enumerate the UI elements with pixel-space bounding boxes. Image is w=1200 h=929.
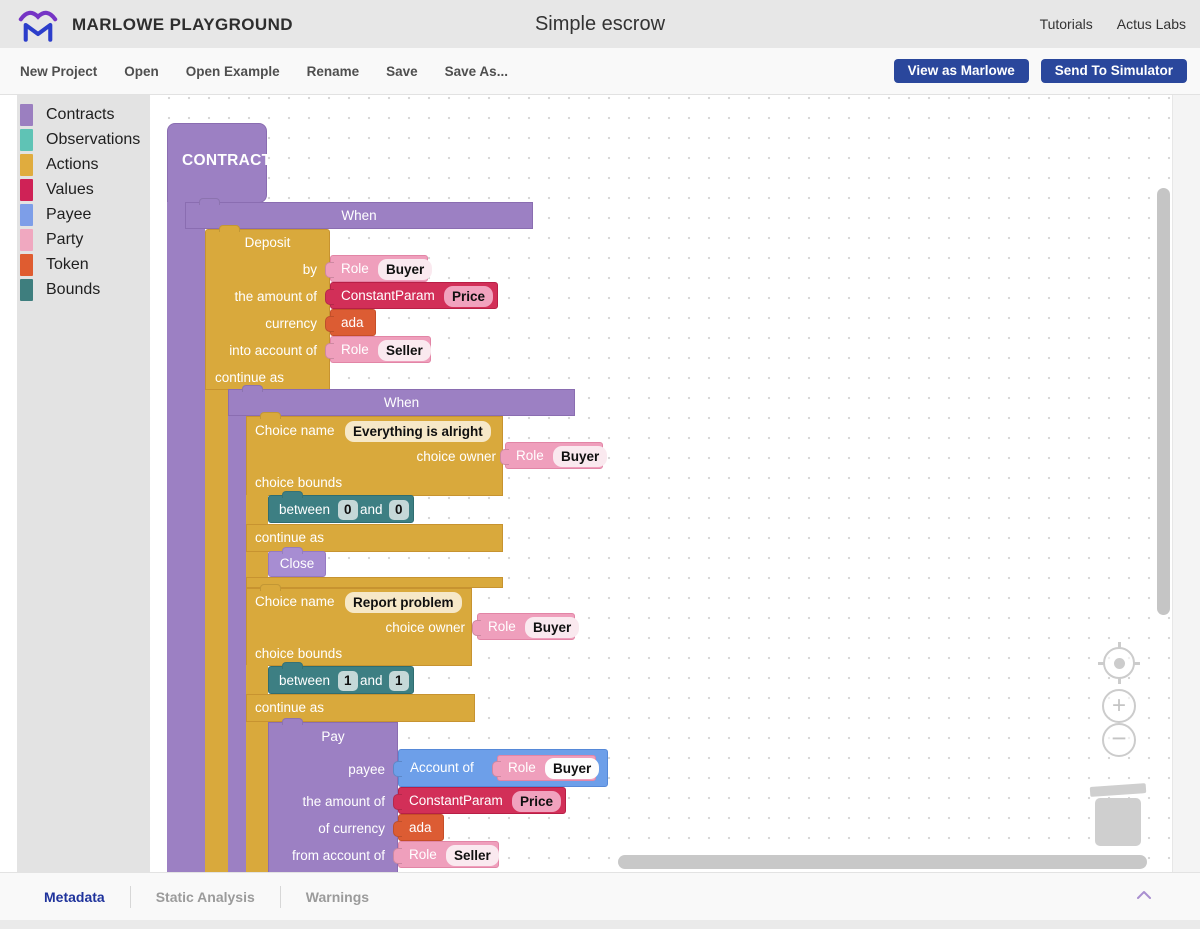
values-color-chip [20, 178, 33, 201]
choice1-block[interactable]: Choice name Everything is alright choice… [246, 412, 506, 588]
account-of-block[interactable]: Account of Role Buyer [393, 749, 608, 787]
marlowe-logo-icon [18, 10, 58, 42]
choice1-bounds-block[interactable]: between 0 and 0 [268, 491, 414, 523]
analysis-panel-bar: Metadata Static Analysis Warnings [0, 872, 1200, 920]
choice2-bound-to-field[interactable]: 1 [389, 671, 409, 691]
chevron-up-icon[interactable] [1136, 887, 1152, 905]
horizontal-scrollbar[interactable] [618, 855, 1147, 869]
toolbox-item-contracts[interactable]: Contracts [17, 102, 150, 127]
new-project-button[interactable]: New Project [20, 63, 98, 79]
observations-color-chip [20, 128, 33, 151]
tab-warnings[interactable]: Warnings [305, 888, 370, 905]
choice1-bound-from-field[interactable]: 0 [338, 500, 358, 520]
zoom-out-button[interactable]: − [1102, 723, 1136, 757]
toolbox-item-bounds[interactable]: Bounds [17, 277, 150, 302]
account-of-role-buyer-block[interactable]: Role Buyer [492, 755, 600, 781]
contract-block-spine [167, 202, 185, 872]
tab-metadata[interactable]: Metadata [44, 888, 105, 905]
view-as-marlowe-button[interactable]: View as Marlowe [893, 59, 1029, 83]
open-button[interactable]: Open [124, 63, 159, 79]
zoom-reset-button[interactable] [1098, 642, 1140, 684]
role-seller-block[interactable]: Role Seller [325, 336, 431, 363]
party-color-chip [20, 228, 33, 251]
constantparam-price-block[interactable]: ConstantParam Price [325, 282, 498, 309]
actions-color-chip [20, 153, 33, 176]
pay-block[interactable]: Pay payee the amount of of currency from… [268, 718, 398, 872]
toolbox-item-actions[interactable]: Actions [17, 152, 150, 177]
toolbox-item-observations[interactable]: Observations [17, 127, 150, 152]
when2-block-spine [228, 416, 247, 872]
tutorials-link[interactable]: Tutorials [1039, 16, 1093, 32]
choice2-role-buyer-block[interactable]: Role Buyer [472, 613, 580, 640]
choice2-bounds-block[interactable]: between 1 and 1 [268, 662, 414, 694]
pay-constantparam-price-block[interactable]: ConstantParam Price [393, 787, 566, 814]
toolbox-item-token[interactable]: Token [17, 252, 150, 277]
choice2-block[interactable]: Choice name Report problem choice owner … [246, 584, 478, 872]
page-footer-strip [0, 920, 1200, 929]
toolbox-item-payee[interactable]: Payee [17, 202, 150, 227]
choice1-name-field[interactable]: Everything is alright [345, 421, 491, 442]
save-button[interactable]: Save [386, 63, 418, 79]
pay-ada-token-block[interactable]: ada [393, 814, 444, 841]
project-toolbar: New Project Open Open Example Rename Sav… [0, 48, 1200, 95]
toolbox-item-values[interactable]: Values [17, 177, 150, 202]
role-buyer-block[interactable]: Role Buyer [325, 255, 433, 282]
deposit-block-spine [205, 390, 228, 872]
choice1-bound-to-field[interactable]: 0 [389, 500, 409, 520]
send-to-simulator-button[interactable]: Send To Simulator [1040, 59, 1187, 83]
close-block[interactable]: Close [268, 547, 326, 577]
choice2-bound-from-field[interactable]: 1 [338, 671, 358, 691]
vertical-scrollbar[interactable] [1157, 188, 1170, 615]
deposit-block[interactable]: Deposit by the amount of currency into a… [205, 225, 330, 390]
block-toolbox: Contracts Observations Actions Values Pa… [0, 95, 150, 872]
bounds-color-chip [20, 278, 33, 301]
app-header: MARLOWE PLAYGROUND Simple escrow Tutoria… [0, 0, 1200, 48]
actus-labs-link[interactable]: Actus Labs [1116, 16, 1186, 32]
ada-token-block[interactable]: ada [325, 309, 376, 336]
choice1-role-buyer-block[interactable]: Role Buyer [500, 442, 608, 469]
canvas-right-gutter [1172, 95, 1200, 872]
when1-block[interactable]: When [185, 198, 533, 229]
when1-block-spine [185, 229, 205, 872]
blockly-workspace[interactable]: CONTRACT When Deposit by the amount of c… [150, 95, 1172, 872]
brand: MARLOWE PLAYGROUND [18, 7, 293, 43]
when2-block[interactable]: When [228, 385, 575, 416]
trash-icon[interactable] [1089, 783, 1147, 847]
choice2-name-field[interactable]: Report problem [345, 592, 462, 613]
token-color-chip [20, 253, 33, 276]
brand-name: MARLOWE PLAYGROUND [72, 15, 293, 34]
open-example-button[interactable]: Open Example [185, 63, 280, 79]
payee-color-chip [20, 203, 33, 226]
toolbox-item-party[interactable]: Party [17, 227, 150, 252]
contracts-color-chip [20, 103, 33, 126]
pay-role-seller-block[interactable]: Role Seller [393, 841, 499, 868]
zoom-in-button[interactable]: + [1102, 689, 1136, 723]
tab-static-analysis[interactable]: Static Analysis [155, 888, 255, 905]
project-title: Simple escrow [534, 13, 666, 35]
save-as-button[interactable]: Save As... [444, 63, 508, 79]
rename-button[interactable]: Rename [306, 63, 360, 79]
contract-block[interactable]: CONTRACT [167, 123, 271, 203]
